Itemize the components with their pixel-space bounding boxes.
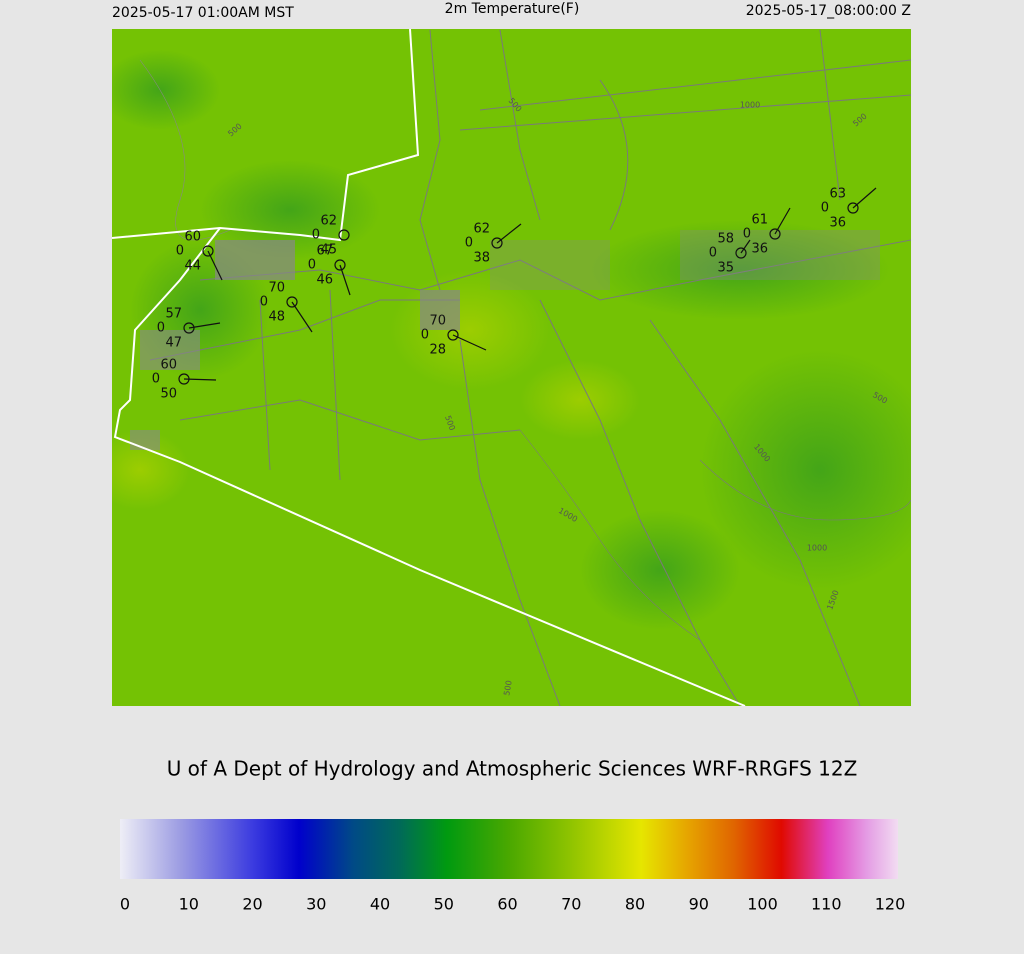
sky-cover: 0 xyxy=(709,246,717,261)
wind-barb xyxy=(852,187,877,209)
dewpoint: 44 xyxy=(184,259,201,274)
sky-cover: 0 xyxy=(176,244,184,259)
temperature: 70 xyxy=(268,281,285,296)
colorbar-tick-label: 0 xyxy=(120,895,130,914)
sky-cover: 0 xyxy=(743,227,751,242)
temperature: 61 xyxy=(751,213,768,228)
colorbar-tick-label: 90 xyxy=(689,895,709,914)
temperature: 63 xyxy=(829,187,846,202)
colorbar-tick-label: 110 xyxy=(811,895,842,914)
colorbar-tick-label: 30 xyxy=(306,895,326,914)
colorbar-tick-label: 100 xyxy=(747,895,778,914)
dewpoint: 28 xyxy=(429,343,446,358)
colorbar-tick-label: 60 xyxy=(497,895,517,914)
dewpoint: 35 xyxy=(717,261,734,276)
sky-cover: 0 xyxy=(312,228,320,243)
dewpoint: 47 xyxy=(165,336,182,351)
station-circle xyxy=(286,296,298,308)
temperature: 60 xyxy=(184,230,201,245)
temperature: 58 xyxy=(717,232,734,247)
dewpoint: 46 xyxy=(316,273,333,288)
temperature: 67 xyxy=(316,244,333,259)
map-title: 2m Temperature(F) xyxy=(445,1,580,17)
wind-barb xyxy=(740,239,751,254)
wind-barb xyxy=(774,207,791,235)
contour-label: 500 xyxy=(502,680,514,697)
dewpoint: 36 xyxy=(829,216,846,231)
colorbar-tick-label: 80 xyxy=(625,895,645,914)
temperature: 57 xyxy=(165,307,182,322)
colorbar-tick-label: 120 xyxy=(875,895,906,914)
stations: 6004462045670467004857047600506203870028… xyxy=(152,187,877,402)
station-circle xyxy=(491,237,503,249)
colorbar-tick-label: 20 xyxy=(242,895,262,914)
contour-label: 1000 xyxy=(807,544,827,553)
station-circle xyxy=(338,229,350,241)
temperature: 60 xyxy=(160,358,177,373)
wind-barb xyxy=(188,322,221,329)
colorbar-tick-label: 70 xyxy=(561,895,581,914)
wind-barb xyxy=(207,250,223,281)
station-circle xyxy=(847,202,859,214)
shade xyxy=(112,430,190,510)
sky-cover: 0 xyxy=(157,321,165,336)
dewpoint: 48 xyxy=(268,310,285,325)
colorbar xyxy=(120,819,898,879)
sky-cover: 0 xyxy=(308,258,316,273)
colorbar-tick-label: 10 xyxy=(179,895,199,914)
sky-cover: 0 xyxy=(152,372,160,387)
shade xyxy=(580,510,740,630)
station-circle xyxy=(183,322,195,334)
wind-barb xyxy=(183,378,217,381)
dewpoint: 50 xyxy=(160,387,177,402)
shade xyxy=(700,350,911,590)
contour-label: 1000 xyxy=(740,101,760,110)
colorbar-tick-label: 40 xyxy=(370,895,390,914)
station-circle xyxy=(769,228,781,240)
wind-barb xyxy=(452,334,487,351)
borders xyxy=(112,29,746,706)
urban-areas xyxy=(130,230,880,450)
sky-cover: 0 xyxy=(821,201,829,216)
wind-barb xyxy=(496,223,522,244)
valid-local: 2025-05-17 01:00AM MST xyxy=(112,5,294,21)
wind-barb xyxy=(339,264,351,296)
shade xyxy=(112,50,220,130)
shade xyxy=(520,360,640,440)
shade xyxy=(590,220,890,320)
station-circle xyxy=(202,245,214,257)
dewpoint: 36 xyxy=(751,242,768,257)
temperature: 62 xyxy=(473,222,490,237)
sky-cover: 0 xyxy=(421,328,429,343)
station-circle xyxy=(735,247,747,259)
colorbar-ticks: 0 10 20 30 40 50 60 70 80 90 100 110 120 xyxy=(120,895,905,914)
temperature: 62 xyxy=(320,214,337,229)
sky-cover: 0 xyxy=(465,236,473,251)
wind-barb xyxy=(291,301,313,333)
sky-cover: 0 xyxy=(260,295,268,310)
dewpoint: 38 xyxy=(473,251,490,266)
station-circle xyxy=(334,259,346,271)
colorbar-tick-label: 50 xyxy=(434,895,454,914)
temperature: 70 xyxy=(429,314,446,329)
station-circle xyxy=(447,329,459,341)
dewpoint: 45 xyxy=(320,243,337,258)
credit: U of A Dept of Hydrology and Atmospheric… xyxy=(167,757,858,781)
valid-utc: 2025-05-17_08:00:00 Z xyxy=(746,3,911,19)
shade xyxy=(200,160,380,260)
